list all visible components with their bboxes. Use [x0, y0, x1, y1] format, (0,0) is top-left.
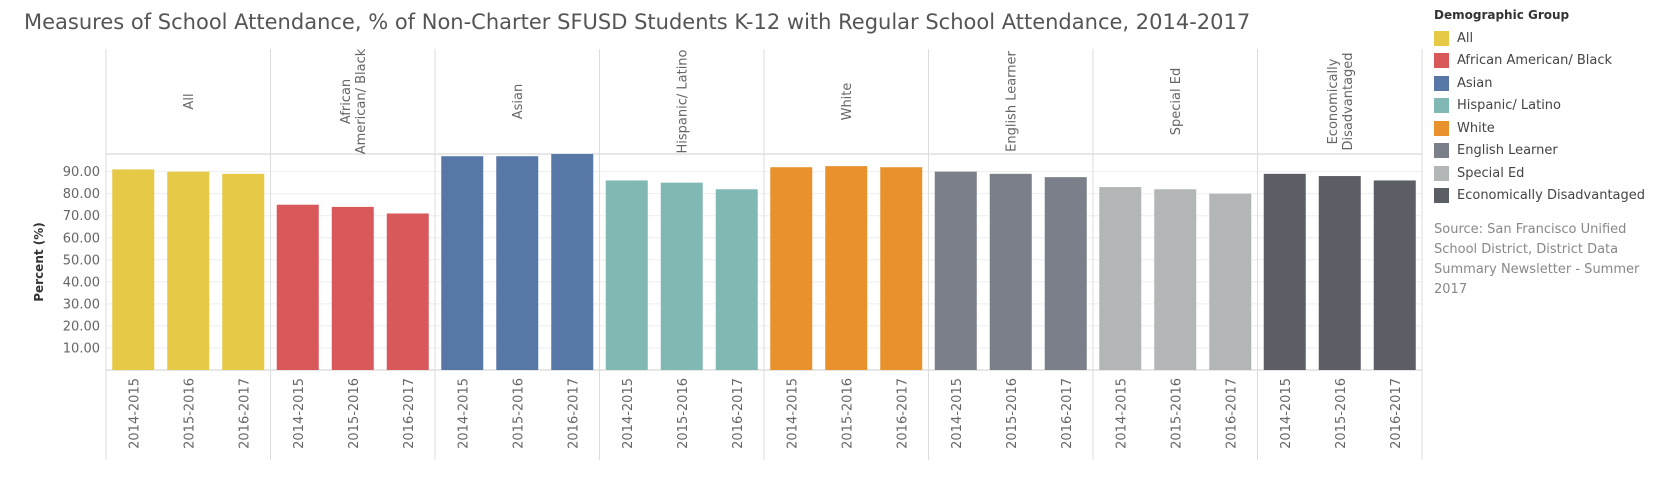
bar: [1044, 177, 1087, 370]
x-tick-label: 2014-2015: [292, 378, 307, 449]
x-tick-label: 2016-2017: [402, 378, 417, 449]
bar: [880, 167, 923, 370]
legend-swatch: [1434, 188, 1449, 204]
legend-item[interactable]: White: [1434, 117, 1659, 140]
bar: [1154, 189, 1197, 370]
x-tick-label: 2015-2016: [840, 378, 855, 449]
legend-item[interactable]: English Learner: [1434, 140, 1659, 163]
bar: [331, 206, 374, 370]
x-tick-label: 2016-2017: [237, 378, 252, 449]
x-tick-label: 2015-2016: [347, 378, 362, 449]
x-tick-label: 2015-2016: [676, 378, 691, 449]
source-note: Source: San Francisco Unified School Dis…: [1434, 222, 1640, 297]
bar: [660, 182, 703, 370]
x-tick-label: 2015-2016: [182, 378, 197, 449]
y-tick-label: 10.00: [63, 341, 100, 356]
bar: [496, 156, 539, 370]
legend-label: Special Ed: [1457, 165, 1525, 181]
bar: [167, 171, 210, 370]
legend-swatch: [1434, 143, 1449, 159]
bar: [605, 180, 648, 370]
bar: [1099, 187, 1142, 370]
x-tick-label: 2014-2015: [456, 378, 471, 449]
bar: [770, 167, 813, 370]
bar: [1373, 180, 1416, 370]
legend-label: All: [1457, 30, 1474, 46]
y-tick-label: 90.00: [63, 165, 100, 180]
y-tick-label: 60.00: [63, 231, 100, 246]
y-tick-label: 50.00: [63, 253, 100, 268]
panel-header-label: White: [840, 83, 855, 121]
legend-swatch: [1434, 75, 1449, 91]
bar: [1263, 173, 1306, 370]
legend-swatch: [1434, 165, 1449, 181]
legend-item[interactable]: Economically Disadvantaged: [1434, 185, 1659, 208]
legend-item[interactable]: African American/ Black: [1434, 50, 1659, 73]
y-tick-label: 40.00: [63, 275, 100, 290]
bar: [989, 173, 1032, 370]
x-tick-label: 2014-2015: [785, 378, 800, 449]
panel-header-label: Hispanic/ Latino: [675, 49, 690, 153]
x-tick-label: 2016-2017: [1224, 378, 1239, 449]
x-tick-label: 2015-2016: [511, 378, 526, 449]
x-tick-label: 2016-2017: [566, 378, 581, 449]
y-tick-label: 80.00: [63, 187, 100, 202]
bar-chart: 10.00 20.00 30.00 40.00 50.00 60.00 70.00 80.00…: [32, 48, 1423, 460]
x-tick-label: 2015-2016: [1005, 378, 1020, 449]
y-tick-label: 20.00: [63, 319, 100, 334]
bar: [551, 154, 594, 370]
legend-swatch: [1434, 53, 1449, 69]
panel-header-label: Special Ed: [1169, 68, 1184, 135]
legend-item[interactable]: Special Ed: [1434, 162, 1659, 185]
panel-header-label: African: [339, 79, 354, 124]
legend-swatch: [1434, 120, 1449, 136]
x-tick-label: 2014-2015: [127, 378, 142, 449]
legend-label: Asian: [1457, 75, 1493, 91]
bar: [934, 171, 977, 370]
x-tick-label: 2014-2015: [950, 378, 965, 449]
legend: Demographic Group All African American/ B…: [1434, 8, 1659, 300]
panel-header-label: Economically: [1326, 58, 1341, 144]
legend-title: Demographic Group: [1434, 8, 1570, 22]
legend-item[interactable]: All: [1434, 27, 1659, 50]
legend-label: English Learner: [1457, 143, 1558, 159]
legend-label: Hispanic/ Latino: [1457, 98, 1561, 114]
legend-item[interactable]: Asian: [1434, 72, 1659, 95]
chart-title: Measures of School Attendance, % of Non-…: [24, 10, 1251, 34]
panel-header-label: All: [182, 93, 197, 109]
x-tick-label: 2016-2017: [1389, 378, 1404, 449]
x-tick-label: 2014-2015: [1279, 378, 1294, 449]
x-tick-label: 2014-2015: [621, 378, 636, 449]
legend-items: All African American/ Black Asian Hispanic/…: [1434, 27, 1659, 207]
bar: [825, 166, 868, 370]
legend-label: African American/ Black: [1457, 53, 1612, 69]
panel-header-label: Disadvantaged: [1341, 52, 1356, 150]
x-tick-label: 2015-2016: [1169, 378, 1184, 449]
y-axis-title: Percent (%): [32, 222, 46, 302]
x-tick-label: 2014-2015: [1114, 378, 1129, 449]
legend-label: Economically Disadvantaged: [1457, 188, 1646, 204]
x-tick-label: 2016-2017: [731, 378, 746, 449]
y-tick-label: 70.00: [63, 209, 100, 224]
bar: [222, 173, 265, 370]
legend-swatch: [1434, 30, 1449, 46]
bar: [1318, 176, 1361, 370]
x-tick-label: 2016-2017: [895, 378, 910, 449]
panel-header-label: English Learner: [1004, 50, 1019, 151]
bar: [715, 189, 758, 370]
legend-item[interactable]: Hispanic/ Latino: [1434, 95, 1659, 118]
bar: [386, 213, 429, 370]
bar: [276, 204, 319, 370]
panel-header-label: American/ Black: [354, 48, 369, 154]
panel-header-label: Asian: [511, 84, 526, 119]
legend-swatch: [1434, 98, 1449, 114]
legend-label: White: [1457, 120, 1495, 136]
bar: [1209, 193, 1252, 370]
bar: [112, 169, 155, 370]
x-tick-label: 2015-2016: [1334, 378, 1349, 449]
y-tick-label: 30.00: [63, 297, 100, 312]
x-tick-label: 2016-2017: [1060, 378, 1075, 449]
bar: [441, 156, 484, 370]
